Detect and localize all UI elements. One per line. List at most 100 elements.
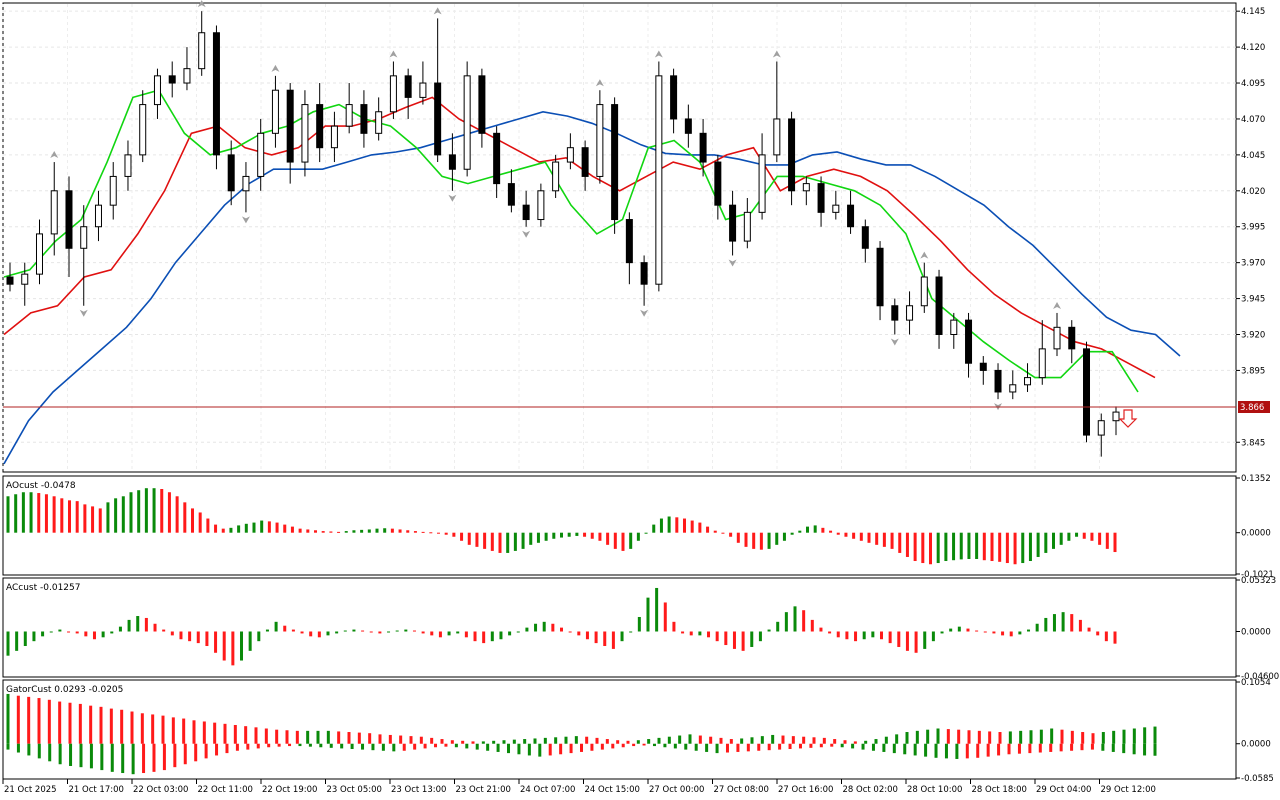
candle-body[interactable] <box>212 32 220 156</box>
candle-body[interactable] <box>861 226 869 249</box>
candle-body[interactable] <box>419 82 427 98</box>
candle-body[interactable] <box>537 190 545 221</box>
candle-body[interactable] <box>729 204 737 242</box>
candle-body[interactable] <box>478 75 486 134</box>
candle-body[interactable] <box>714 161 722 206</box>
candle-body[interactable] <box>625 219 633 264</box>
candle-body[interactable] <box>552 161 560 192</box>
candle-body[interactable] <box>109 175 117 206</box>
candle-body[interactable] <box>743 211 751 242</box>
candle-body[interactable] <box>242 175 250 192</box>
candle-body[interactable] <box>124 154 132 177</box>
candle-body[interactable] <box>375 111 383 134</box>
candle-body[interactable] <box>1053 326 1061 350</box>
gator-bar <box>512 739 516 744</box>
candle-body[interactable] <box>994 369 1002 393</box>
candle-body[interactable] <box>611 104 619 221</box>
candle-body[interactable] <box>168 75 176 84</box>
candle-body[interactable] <box>1068 326 1076 350</box>
candle-body[interactable] <box>271 89 279 134</box>
candle-body[interactable] <box>847 204 855 228</box>
candle-body[interactable] <box>788 118 796 192</box>
histogram-bar <box>629 631 633 633</box>
gator-bar <box>559 743 563 755</box>
histogram-bar <box>990 532 994 562</box>
histogram-bar <box>452 532 456 537</box>
candle-body[interactable] <box>65 190 73 249</box>
candle-body[interactable] <box>389 75 397 113</box>
gator-bar <box>616 740 620 744</box>
histogram-bar <box>1070 614 1074 632</box>
histogram-bar <box>949 628 953 632</box>
gator-bar <box>1101 732 1105 744</box>
candle-body[interactable] <box>493 132 501 185</box>
candle-body[interactable] <box>965 319 973 364</box>
candle-body[interactable] <box>1083 348 1091 436</box>
candle-body[interactable] <box>507 183 515 206</box>
candle-body[interactable] <box>50 190 58 235</box>
gator-bar <box>223 723 227 744</box>
candle-body[interactable] <box>139 104 147 156</box>
candle-body[interactable] <box>817 183 825 213</box>
candle-body[interactable] <box>640 262 648 285</box>
histogram-bar <box>1104 631 1108 642</box>
candle-body[interactable] <box>35 233 43 275</box>
candle-body[interactable] <box>1097 420 1105 436</box>
gator-bar <box>892 743 896 754</box>
histogram-bar <box>144 617 148 632</box>
histogram-bar <box>594 631 598 644</box>
candle-body[interactable] <box>935 276 943 335</box>
candle-body[interactable] <box>581 147 589 177</box>
histogram-bar <box>326 631 330 636</box>
candle-body[interactable] <box>655 75 663 285</box>
candle-body[interactable] <box>345 104 353 127</box>
gator-bar <box>1070 730 1074 744</box>
candle-body[interactable] <box>950 319 958 335</box>
candle-body[interactable] <box>596 104 604 177</box>
candle-body[interactable] <box>301 104 309 163</box>
candle-body[interactable] <box>257 132 265 177</box>
histogram-bar <box>482 631 486 644</box>
candle-body[interactable] <box>6 276 14 285</box>
candle-body[interactable] <box>522 204 530 221</box>
histogram-bar <box>291 629 295 632</box>
candle-body[interactable] <box>802 183 810 192</box>
candle-body[interactable] <box>316 104 324 149</box>
time-tick-label: 23 Oct 13:00 <box>391 785 446 795</box>
candle-body[interactable] <box>876 247 884 307</box>
candle-body[interactable] <box>979 362 987 371</box>
candle-body[interactable] <box>684 118 692 134</box>
gator-bar <box>884 736 888 744</box>
candle-body[interactable] <box>920 276 928 307</box>
candle-body[interactable] <box>21 273 29 285</box>
candle-body[interactable] <box>330 125 338 149</box>
candlesticks[interactable] <box>6 11 1120 457</box>
candle-body[interactable] <box>153 75 161 106</box>
candle-body[interactable] <box>286 89 294 163</box>
candle-body[interactable] <box>198 32 206 70</box>
candle-body[interactable] <box>1024 377 1032 386</box>
candle-body[interactable] <box>94 204 102 228</box>
candle-body[interactable] <box>758 154 766 213</box>
candle-body[interactable] <box>773 118 781 156</box>
candle-body[interactable] <box>1038 348 1046 379</box>
candle-body[interactable] <box>832 204 840 213</box>
candle-body[interactable] <box>434 82 442 156</box>
histogram-bar <box>905 631 909 651</box>
histogram-bar <box>438 631 442 638</box>
candle-body[interactable] <box>227 154 235 192</box>
candle-body[interactable] <box>448 154 456 170</box>
candle-body[interactable] <box>670 75 678 120</box>
candle-body[interactable] <box>360 104 368 134</box>
candle-body[interactable] <box>80 226 88 249</box>
candle-body[interactable] <box>463 75 471 170</box>
candle-body[interactable] <box>891 305 899 321</box>
candle-body[interactable] <box>906 305 914 321</box>
candle-body[interactable] <box>1112 411 1120 422</box>
candle-body[interactable] <box>1009 384 1017 393</box>
candle-body[interactable] <box>699 132 707 163</box>
candle-body[interactable] <box>566 147 574 163</box>
candle-body[interactable] <box>183 68 191 84</box>
candle-body[interactable] <box>404 75 412 98</box>
